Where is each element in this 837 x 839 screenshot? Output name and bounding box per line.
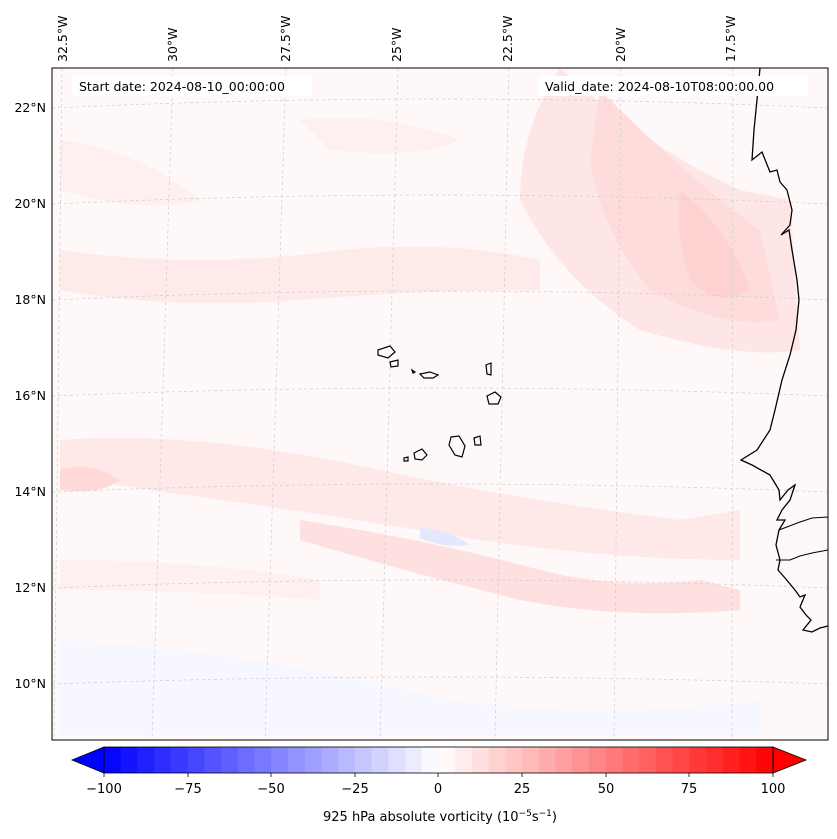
cape-verde-islands: [377, 345, 502, 462]
lat-label: 18°N: [14, 292, 46, 307]
colorbar-cell: [371, 747, 389, 773]
longitude-labels: 32.5°W 30°W 27.5°W 25°W 22.5°W 20°W 17.5…: [55, 16, 738, 62]
colorbar-cell: [655, 747, 674, 773]
start-date-text: Start date: 2024-08-10_00:00:00: [79, 79, 285, 94]
lon-label: 32.5°W: [55, 16, 70, 62]
colorbar-tick-label: 75: [681, 782, 698, 797]
colorbar-cell: [354, 747, 373, 773]
lat-label: 16°N: [14, 388, 46, 403]
colorbar-tick-label: 50: [598, 782, 615, 797]
gridlines: [51, 67, 829, 741]
colorbar-tick-label: −100: [86, 782, 122, 797]
valid-date-text: Valid_date: 2024-08-10T08:00:00.00: [545, 79, 774, 94]
colorbar-cell: [204, 747, 222, 773]
start-date-box: [72, 76, 312, 96]
colorbar-cell: [221, 747, 239, 773]
colorbar-min-extend-arrow: [70, 746, 105, 774]
colorbar: −100 −75 −50 −25 0 25 50 75 100 925 hPa …: [70, 746, 808, 825]
colorbar-cell: [338, 747, 356, 773]
colorbar-cell: [421, 747, 440, 773]
colorbar-tick-label: 0: [434, 782, 442, 797]
colorbar-cell: [572, 747, 590, 773]
colorbar-cell: [388, 747, 406, 773]
africa-coastline: [739, 67, 829, 633]
colorbar-cell: [321, 747, 339, 773]
colorbar-cell: [589, 747, 607, 773]
colorbar-cell: [538, 747, 557, 773]
map-frame: [51, 67, 829, 741]
colorbar-cell: [622, 747, 640, 773]
colorbar-cell: [455, 747, 473, 773]
colorbar-max-extend-arrow: [772, 746, 808, 774]
lon-label: 20°W: [613, 27, 628, 62]
colorbar-ticks: [103, 773, 774, 777]
lon-label: 22.5°W: [500, 16, 515, 62]
colorbar-tick-labels: −100 −75 −50 −25 0 25 50 75 100: [86, 782, 785, 797]
colorbar-cell: [471, 747, 490, 773]
colorbar-cell: [254, 747, 272, 773]
lat-label: 10°N: [14, 676, 46, 691]
colorbar-tick-label: −75: [174, 782, 201, 797]
colorbar-cell: [722, 747, 741, 773]
colorbar-cell: [672, 747, 690, 773]
lat-label: 14°N: [14, 484, 46, 499]
map-background: [52, 68, 828, 740]
colorbar-cell: [170, 747, 189, 773]
colorbar-cell: [639, 747, 657, 773]
gambia-river: [778, 516, 829, 531]
lon-label: 17.5°W: [723, 16, 738, 62]
colorbar-tick-label: 25: [514, 782, 531, 797]
colorbar-tick-label: −25: [341, 782, 368, 797]
lon-label: 30°W: [165, 27, 180, 62]
colorbar-label: 925 hPa absolute vorticity (10−5s−1): [323, 809, 557, 825]
colorbar-tick-label: 100: [761, 782, 786, 797]
guinea-bissau-coast: [776, 549, 829, 561]
colorbar-cell: [137, 747, 155, 773]
lon-label: 27.5°W: [278, 16, 293, 62]
colorbar-cell: [104, 747, 122, 773]
colorbar-cell: [522, 747, 540, 773]
colorbar-tick-label: −50: [257, 782, 284, 797]
colorbar-cell: [237, 747, 256, 773]
colorbar-cell: [505, 747, 523, 773]
colorbar-cell: [438, 747, 456, 773]
colorbar-cell: [154, 747, 172, 773]
colorbar-cell: [555, 747, 573, 773]
colorbar-cell: [271, 747, 289, 773]
colorbar-cell: [120, 747, 139, 773]
colorbar-cell: [187, 747, 205, 773]
colorbar-outline: [103, 746, 774, 774]
lat-label: 22°N: [14, 100, 46, 115]
colorbar-cell: [605, 747, 624, 773]
colorbar-cell: [739, 747, 757, 773]
lat-label: 20°N: [14, 196, 46, 211]
lat-label: 12°N: [14, 580, 46, 595]
colorbar-cell: [304, 747, 323, 773]
colorbar-cell: [287, 747, 306, 773]
colorbar-cells: [104, 747, 774, 773]
valid-date-box: [538, 76, 808, 96]
colorbar-cell: [756, 747, 774, 773]
colorbar-cell: [488, 747, 507, 773]
lon-label: 25°W: [389, 27, 404, 62]
vorticity-field: [60, 68, 800, 735]
map-panel: Start date: 2024-08-10_00:00:00 Valid_da…: [51, 67, 829, 741]
latitude-labels: 22°N 20°N 18°N 16°N 14°N 12°N 10°N: [14, 100, 46, 691]
colorbar-cell: [689, 747, 707, 773]
colorbar-cell: [706, 747, 724, 773]
colorbar-cell: [405, 747, 423, 773]
